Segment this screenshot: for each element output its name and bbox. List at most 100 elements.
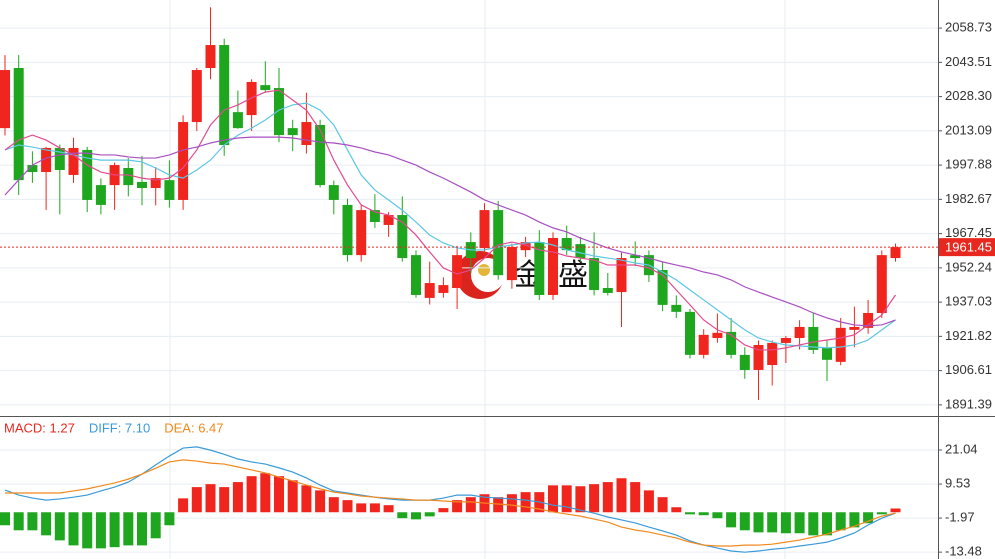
candle-body [123, 167, 134, 186]
y-tick-label: 1906.61 [945, 362, 992, 377]
macd-bar [191, 487, 202, 513]
candle-body [589, 258, 600, 291]
candle-body [726, 331, 737, 355]
macd-bar [178, 498, 189, 513]
last-price-tag [939, 238, 995, 257]
candle-body [479, 210, 490, 249]
logo [478, 264, 490, 276]
legend-label: MACD: 1.27 [4, 420, 75, 435]
macd-bar [506, 494, 517, 513]
macd-bar [822, 512, 832, 536]
candle-body [315, 124, 326, 186]
candle-body [876, 255, 887, 313]
candle-body [411, 255, 421, 295]
indicator-line [4, 102, 896, 349]
candle-body [753, 344, 764, 370]
candle-body [0, 70, 10, 129]
macd-bar [95, 512, 106, 549]
macd-bar [27, 512, 38, 531]
candle-body [575, 244, 586, 259]
candle-body [54, 147, 65, 171]
macd-bar [616, 478, 627, 513]
macd-bar [342, 500, 353, 513]
candle-body [301, 122, 312, 146]
candle-body [178, 122, 189, 200]
candle-body [27, 165, 38, 173]
candle-body [808, 326, 819, 350]
macd-bar [835, 512, 846, 531]
macd-bar [328, 497, 339, 513]
y-tick-label: 9.53 [945, 476, 970, 491]
candle-body [671, 304, 682, 312]
candle-body [548, 238, 558, 295]
candle-body [424, 283, 435, 298]
candle-body [863, 312, 874, 328]
macd-bar [287, 480, 298, 513]
macd-bar [137, 512, 147, 546]
y-tick-label: 2013.09 [945, 122, 992, 137]
macd-bar [643, 490, 654, 513]
macd-bar [753, 512, 764, 533]
y-tick-label: 1997.88 [945, 157, 992, 172]
candle-body [328, 185, 339, 200]
macd-bar [0, 512, 10, 526]
macd-bar [383, 505, 394, 513]
candle-body [369, 210, 380, 223]
candle-body [493, 210, 504, 276]
candle-body [150, 178, 161, 189]
macd-bar [493, 497, 504, 513]
macd-bar [890, 508, 901, 513]
macd-bar [794, 512, 805, 534]
macd-bar [575, 486, 586, 513]
macd-bar [602, 482, 613, 513]
indicator-line [4, 446, 896, 553]
y-tick-label: 1921.82 [945, 328, 992, 343]
macd-bar [411, 512, 421, 520]
candle-body [287, 128, 298, 136]
candle-body [41, 147, 52, 173]
macd-bar [109, 512, 120, 548]
y-tick-label: -1.97 [945, 510, 975, 525]
macd-bar [520, 492, 531, 513]
candle-body [205, 45, 216, 69]
indicator-line [4, 136, 896, 327]
candle-body [822, 347, 832, 360]
candle-body [383, 215, 394, 225]
candle-body [260, 85, 271, 91]
last-price-label: 1961.45 [945, 240, 992, 255]
y-tick-label: 1891.39 [945, 396, 992, 411]
candle-body [835, 327, 846, 362]
candle-body [95, 185, 106, 205]
candle-body [342, 204, 353, 256]
macd-bar [808, 512, 819, 536]
candle-body [452, 255, 463, 289]
macd-bar [150, 512, 161, 539]
legend-label: DIFF: 7.10 [89, 420, 150, 435]
y-tick-label: 1982.67 [945, 191, 992, 206]
candle-body [657, 269, 668, 305]
candle-body [780, 337, 791, 343]
candle-body [191, 70, 202, 123]
candle-body [685, 311, 695, 355]
candle-body [849, 326, 860, 330]
candle-body [137, 181, 147, 189]
macd-bar [397, 512, 408, 519]
macd-bar [13, 512, 24, 531]
macd-bar [246, 476, 257, 513]
candle-body [232, 112, 243, 129]
candle-body [13, 68, 24, 181]
macd-bar [561, 485, 572, 513]
candle-body [520, 242, 531, 251]
y-tick-label: 2043.51 [945, 54, 992, 69]
candle-body [68, 147, 79, 175]
macd-bar [548, 485, 558, 513]
candle-body [506, 247, 517, 281]
candle-body [534, 242, 545, 295]
y-tick-label: 2028.30 [945, 88, 992, 103]
y-tick-label: 1952.24 [945, 259, 992, 274]
macd-bar [41, 512, 52, 536]
candle-body [274, 88, 284, 136]
candle-body [698, 334, 709, 355]
macd-bar [876, 512, 887, 515]
